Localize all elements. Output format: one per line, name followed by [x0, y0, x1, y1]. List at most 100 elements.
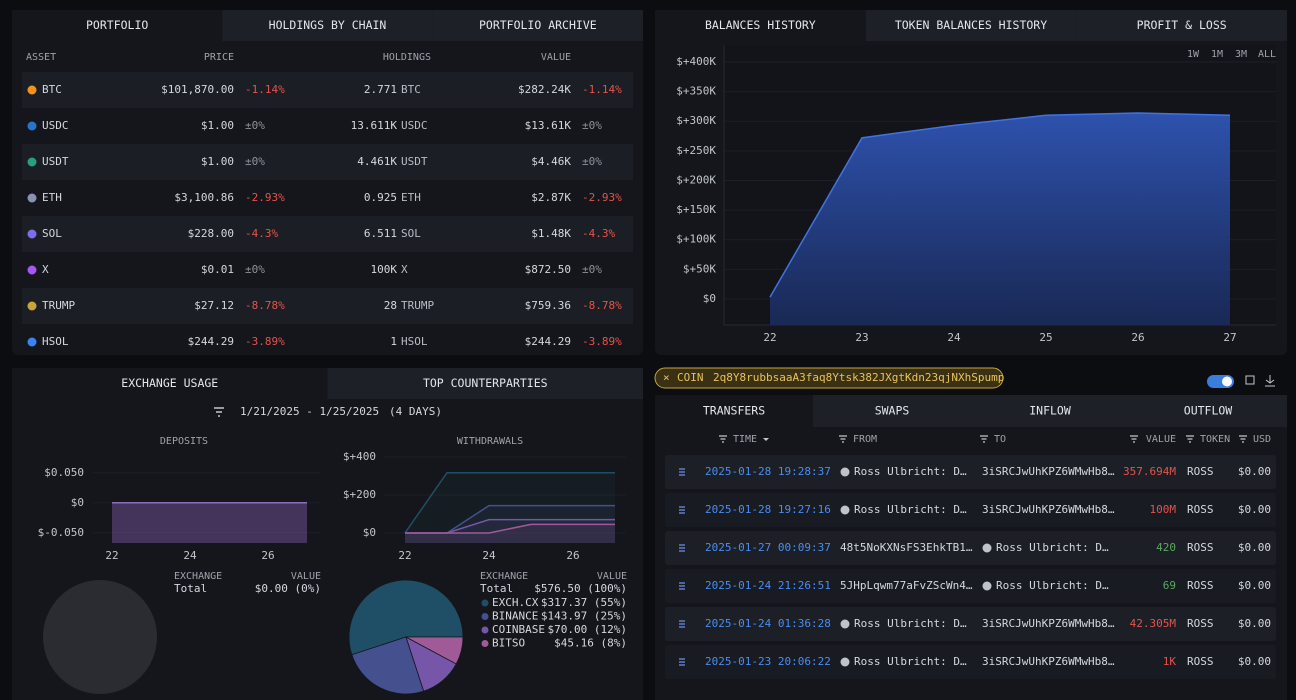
- to[interactable]: 3iSRCJwUhKPZ6WMwHb8…: [982, 503, 1115, 516]
- time[interactable]: 2025-01-27 00:09:37: [705, 541, 831, 554]
- column-header[interactable]: TO: [994, 434, 1006, 445]
- download-icon[interactable]: [1265, 375, 1275, 387]
- column-header[interactable]: USD: [1253, 434, 1271, 445]
- tab[interactable]: [12, 368, 328, 399]
- tab[interactable]: [971, 395, 1129, 427]
- column-header[interactable]: TOKEN: [1200, 434, 1230, 445]
- line: [404, 471, 615, 534]
- range-button[interactable]: 3M: [1235, 49, 1247, 60]
- row-bg: [665, 607, 1276, 641]
- tab-label[interactable]: HOLDINGS BY CHAIN: [269, 18, 387, 32]
- holdings: 2.771: [364, 83, 397, 96]
- column-header[interactable]: FROM: [853, 434, 877, 445]
- price: $1.00: [201, 155, 234, 168]
- asset: USDC: [42, 119, 69, 132]
- tab-label[interactable]: OUTFLOW: [1184, 404, 1233, 418]
- tab[interactable]: [655, 10, 866, 41]
- time[interactable]: 2025-01-28 19:28:37: [705, 465, 831, 478]
- asset-icon: [27, 121, 37, 131]
- value: 420: [1156, 541, 1176, 554]
- holdings-unit: SOL: [401, 227, 421, 240]
- from[interactable]: 48t5NoKXNsFS3EhkTB1…: [840, 541, 973, 554]
- legend-header: EXCHANGE: [174, 571, 222, 582]
- tab-label[interactable]: PORTFOLIO ARCHIVE: [479, 18, 597, 32]
- holdings-unit: HSOL: [401, 335, 428, 348]
- chart-title: WITHDRAWALS: [457, 436, 523, 447]
- asset-icon: [27, 265, 37, 275]
- tab-label[interactable]: EXCHANGE USAGE: [121, 376, 218, 390]
- tab-label[interactable]: TOKEN BALANCES HISTORY: [895, 18, 1047, 32]
- y-tick-label: $0.050: [44, 466, 84, 479]
- range-button[interactable]: 1M: [1211, 49, 1223, 60]
- to[interactable]: Ross Ulbricht: D…: [996, 541, 1109, 554]
- tab[interactable]: [655, 395, 813, 427]
- tab-label[interactable]: PORTFOLIO: [86, 18, 148, 32]
- y-tick-label: $+200: [343, 488, 376, 501]
- value-change: -3.89%: [582, 335, 622, 348]
- holdings: 28: [384, 299, 397, 312]
- time[interactable]: 2025-01-23 20:06:22: [705, 655, 831, 668]
- y-tick-label: $+400: [343, 450, 376, 463]
- to[interactable]: 3iSRCJwUhKPZ6WMwHb8…: [982, 655, 1115, 668]
- legend-name: BITSO: [492, 637, 525, 650]
- y-tick-label: $0: [703, 292, 716, 305]
- row-icon: [679, 544, 685, 552]
- x-tick-label: 25: [1039, 331, 1052, 344]
- row-bg: [22, 144, 633, 180]
- from[interactable]: 5JHpLqwm77aFvZScWn4…: [840, 579, 973, 592]
- x-tick-label: 26: [261, 549, 274, 562]
- legend-total: Total: [174, 582, 207, 595]
- holdings: 4.461K: [357, 155, 397, 168]
- tab[interactable]: [1129, 395, 1287, 427]
- from[interactable]: Ross Ulbricht: D…: [854, 617, 967, 630]
- range-button[interactable]: ALL: [1258, 49, 1276, 60]
- column-header[interactable]: TIME: [733, 434, 757, 445]
- value: $13.61K: [525, 119, 572, 132]
- tab-label[interactable]: SWAPS: [875, 404, 910, 418]
- time[interactable]: 2025-01-24 01:36:28: [705, 617, 831, 630]
- area: [112, 502, 307, 543]
- tab[interactable]: [1076, 10, 1287, 41]
- to[interactable]: Ross Ulbricht: D…: [996, 579, 1109, 592]
- row-icon: [679, 506, 685, 514]
- column-header[interactable]: VALUE: [1146, 434, 1176, 445]
- tab[interactable]: [432, 10, 643, 41]
- asset-icon: [27, 337, 37, 347]
- column-filter-icon: [1130, 435, 1138, 443]
- to[interactable]: 3iSRCJwUhKPZ6WMwHb8…: [982, 617, 1115, 630]
- tab-label[interactable]: INFLOW: [1029, 404, 1071, 418]
- column-header: ASSET: [26, 52, 56, 63]
- tab[interactable]: [222, 10, 433, 41]
- time[interactable]: 2025-01-24 21:26:51: [705, 579, 831, 592]
- tab[interactable]: [12, 10, 223, 41]
- legend-total-value: $576.50 (100%): [534, 582, 627, 595]
- tab[interactable]: [865, 10, 1077, 41]
- x-tick-label: 22: [105, 549, 118, 562]
- from[interactable]: Ross Ulbricht: D…: [854, 503, 967, 516]
- tab[interactable]: [813, 395, 971, 427]
- pie-slice: [405, 636, 464, 665]
- from[interactable]: Ross Ulbricht: D…: [854, 655, 967, 668]
- legend-total: Total: [480, 582, 513, 595]
- tab-label[interactable]: TOP COUNTERPARTIES: [423, 376, 548, 390]
- copy-icon[interactable]: [1245, 375, 1255, 385]
- pie-slice: [348, 579, 464, 656]
- tab-label[interactable]: PROFIT & LOSS: [1137, 18, 1227, 32]
- sort-caret: [763, 438, 769, 441]
- time[interactable]: 2025-01-28 19:27:16: [705, 503, 831, 516]
- tab-label[interactable]: TRANSFERS: [703, 404, 765, 418]
- x-tick-label: 26: [566, 549, 579, 562]
- tab[interactable]: [327, 368, 644, 399]
- entity-avatar: [840, 657, 850, 667]
- area-line: [769, 112, 1231, 298]
- value: $244.29: [525, 335, 571, 348]
- row-bg: [665, 531, 1276, 565]
- to[interactable]: 3iSRCJwUhKPZ6WMwHb8…: [982, 465, 1115, 478]
- value-change: -2.93%: [582, 191, 622, 204]
- price-change: ±0%: [245, 263, 265, 276]
- filter-chip[interactable]: [654, 367, 1004, 389]
- from[interactable]: Ross Ulbricht: D…: [854, 465, 967, 478]
- tab-label[interactable]: BALANCES HISTORY: [705, 18, 816, 32]
- range-button[interactable]: 1W: [1187, 49, 1200, 60]
